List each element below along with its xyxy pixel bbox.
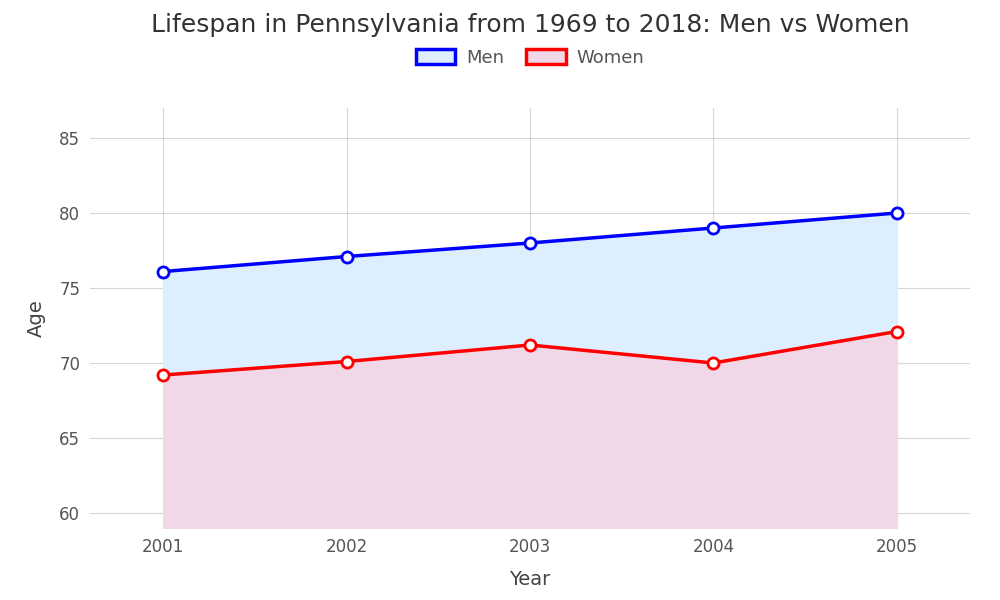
Y-axis label: Age: Age xyxy=(26,299,45,337)
Legend: Men, Women: Men, Women xyxy=(409,41,651,74)
Title: Lifespan in Pennsylvania from 1969 to 2018: Men vs Women: Lifespan in Pennsylvania from 1969 to 20… xyxy=(151,13,909,37)
X-axis label: Year: Year xyxy=(509,569,551,589)
